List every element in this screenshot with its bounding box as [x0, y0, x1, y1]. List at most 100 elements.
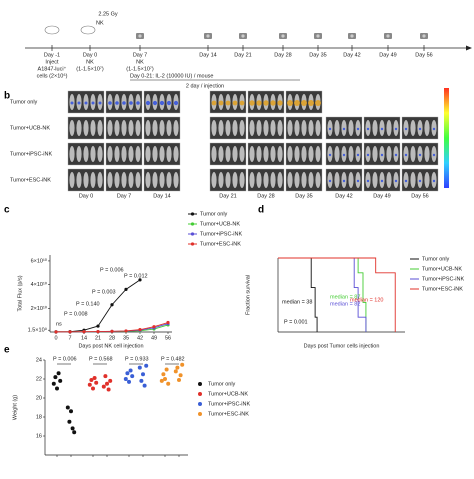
data-point [110, 329, 114, 333]
mouse-body [107, 120, 113, 136]
timeline-text: A1847-luci⁺ [38, 65, 67, 72]
mouse-body [239, 120, 245, 136]
signal [77, 101, 81, 105]
annotation: P = 0.140 [76, 301, 100, 307]
timeline-text: NK [86, 59, 94, 65]
data-point [94, 380, 99, 385]
mouse-body [107, 146, 113, 162]
mouse-body [128, 146, 134, 162]
mouse-body [239, 146, 245, 162]
y-tick-label: 2×10¹⁰ [31, 305, 48, 312]
y-axis-label: Weight (g) [12, 395, 18, 420]
panel-label: b [4, 91, 10, 102]
mouse-body [211, 146, 217, 162]
data-point [159, 378, 164, 383]
mouse-body [159, 120, 165, 136]
row-label: Tumor+ESC-iNK [10, 177, 51, 183]
signal [287, 100, 293, 106]
x-axis-label: Days post Tumor cells injection [304, 343, 380, 349]
signal [270, 100, 276, 106]
signal [218, 100, 224, 106]
mouse-body [256, 120, 262, 136]
day-label: Day 0 [79, 193, 93, 199]
signal [145, 100, 151, 106]
signal [394, 153, 398, 157]
signal [432, 127, 436, 131]
day-label: Day -1 [44, 52, 60, 58]
camera-lens [206, 34, 210, 38]
signal [166, 100, 172, 106]
mouse-body [424, 172, 430, 188]
mouse-body [121, 120, 127, 136]
data-point [56, 371, 61, 376]
data-point [163, 377, 167, 381]
legend-swatch [190, 232, 195, 236]
data-point [82, 330, 86, 334]
camera-lens [281, 34, 285, 38]
legend-label: Tumor only [422, 256, 450, 262]
data-point [103, 374, 108, 379]
mouse-body [372, 120, 378, 136]
mouse-body [152, 120, 158, 136]
mouse-body [263, 172, 269, 188]
mouse-body [121, 146, 127, 162]
panel-label: d [258, 205, 264, 216]
data-point [110, 303, 114, 307]
camera-lens [422, 34, 426, 38]
legend-label: Tumor only [208, 381, 236, 387]
legend-swatch [190, 242, 195, 246]
annotation: P = 0.001 [284, 319, 308, 325]
signal [315, 100, 321, 106]
mouse-body [76, 172, 82, 188]
data-point [91, 386, 95, 391]
legend-label: Tumor+UCB-NK [208, 391, 248, 397]
day-label: Day 14 [153, 193, 170, 199]
data-point [51, 381, 56, 386]
camera-lens [138, 34, 142, 38]
mouse-body [128, 172, 134, 188]
mouse-body [270, 120, 276, 136]
signal [301, 100, 307, 106]
data-point [177, 377, 181, 382]
signal [70, 101, 74, 105]
data-point [53, 375, 58, 380]
mouse-body [218, 120, 224, 136]
mouse-body [308, 120, 314, 136]
chart-c: 1.5×10⁹ 2×10¹⁰ 4×10¹⁰ 6×10¹⁰ 0 7 14 21 28 35 42 49 5… [17, 211, 242, 349]
mouse-body [308, 146, 314, 162]
mouse-body [83, 120, 89, 136]
data-point [89, 377, 94, 382]
timeline-days: Day -1 Day 0 Day 7 Day 14 Day 21 Day 28 Day 35… [44, 25, 433, 58]
legend-swatch [198, 412, 202, 416]
mouse-body [315, 172, 321, 188]
x-tick-label: 21 [95, 335, 101, 341]
mouse-body [114, 146, 120, 162]
mouse-body [294, 146, 300, 162]
signal [98, 101, 102, 105]
data-point [166, 320, 170, 325]
chart-e: 16 18 20 22 24 Weight (g) P = 0.006 P = 0.568 P … [12, 356, 250, 457]
y-tick-label: 22 [36, 376, 42, 382]
day-label: Day 35 [295, 193, 312, 199]
signal [108, 101, 112, 105]
data-point [142, 383, 147, 388]
signal [328, 127, 332, 131]
mouse-body [97, 120, 103, 136]
mouse-body [301, 120, 307, 136]
imaging-grid: Tumor only Tumor+UCB-NK Tumor+iPSC-iNK Tumo… [10, 88, 449, 199]
data-point [106, 387, 111, 392]
signal [263, 100, 269, 106]
mouse-body [232, 172, 238, 188]
mouse-body [256, 146, 262, 162]
data-point [164, 367, 169, 372]
signal [394, 127, 398, 131]
mouse-body [424, 146, 430, 162]
signal [136, 101, 140, 105]
mouse-body [83, 172, 89, 188]
y-axis-label: Fraction survival [245, 275, 251, 315]
x-tick-label: 35 [123, 335, 129, 341]
mouse-body [301, 146, 307, 162]
mouse-body [270, 146, 276, 162]
y-tick-label: 16 [36, 433, 42, 439]
annotation: median = 87 [330, 294, 360, 300]
